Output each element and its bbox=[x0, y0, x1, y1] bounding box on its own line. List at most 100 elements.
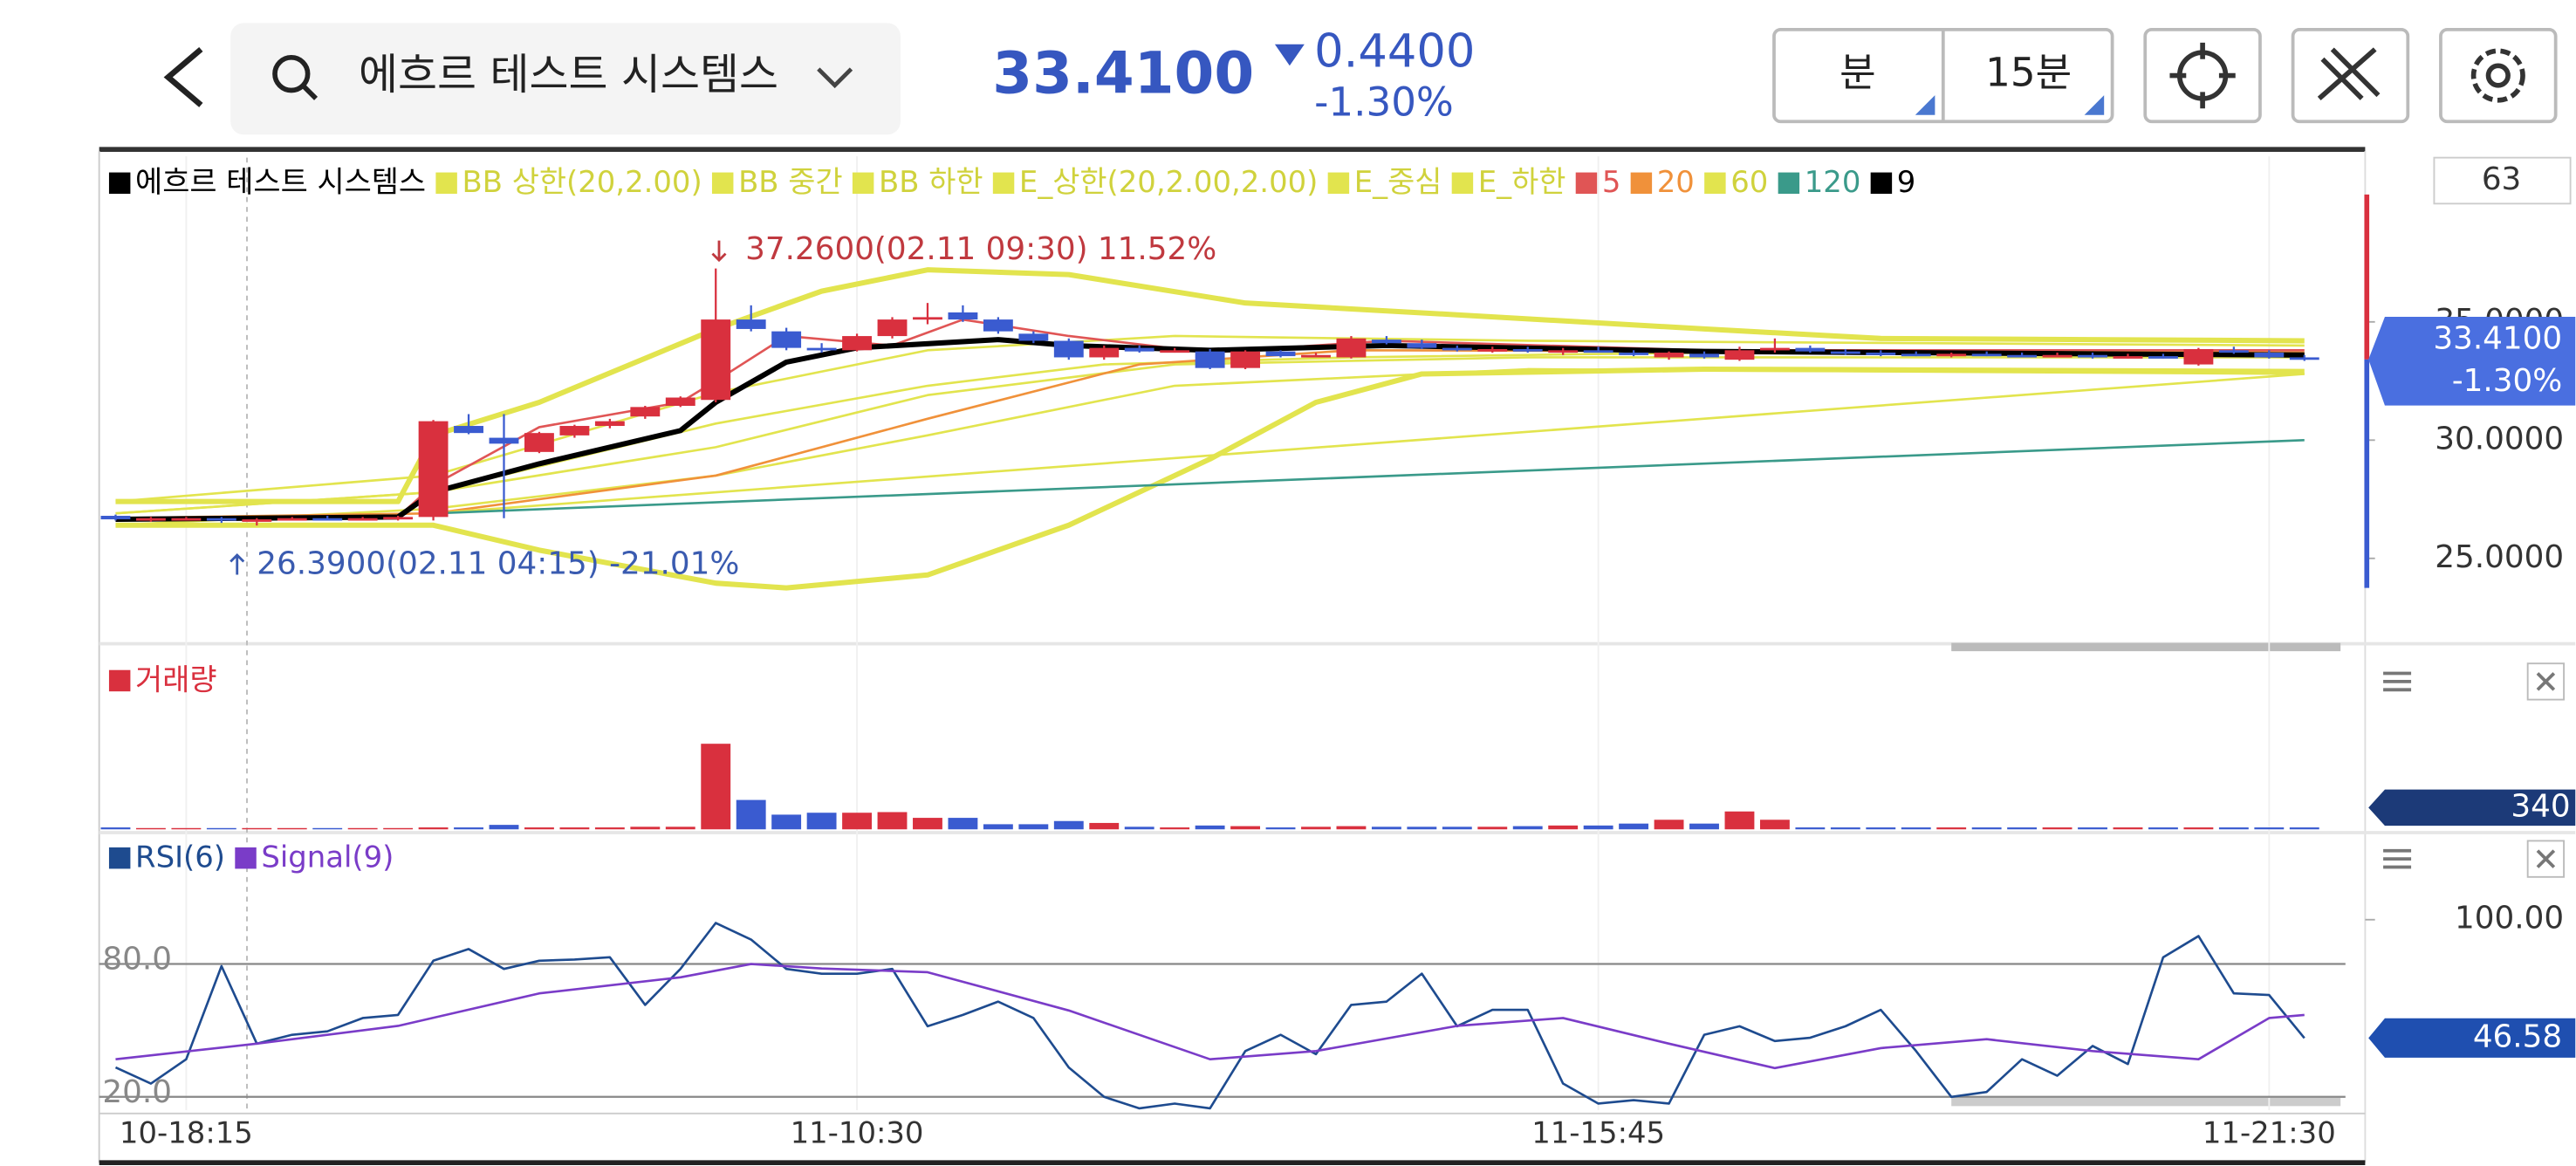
x-tick-label: 11-10:30 bbox=[791, 1116, 924, 1150]
price: 33.4100 bbox=[992, 40, 1254, 107]
legend-swatch bbox=[435, 172, 457, 195]
bar-count-box bbox=[2433, 156, 2572, 205]
candle-body bbox=[1442, 347, 1472, 351]
candle-body bbox=[736, 319, 766, 329]
candle-body bbox=[2042, 354, 2072, 358]
bar-count: 63 bbox=[2482, 161, 2522, 197]
volume-bar bbox=[135, 827, 166, 830]
volume-bar bbox=[2148, 827, 2178, 830]
candle-body bbox=[2007, 354, 2038, 358]
legend-swatch bbox=[1870, 172, 1893, 195]
period-unit[interactable]: 분 bbox=[1840, 50, 1876, 96]
back-button[interactable] bbox=[163, 46, 203, 107]
settings-icon bbox=[2485, 63, 2511, 88]
candle-body bbox=[1936, 353, 1967, 357]
volume-bar bbox=[1160, 827, 1190, 830]
candle-body bbox=[877, 319, 908, 337]
legend-swatch bbox=[108, 172, 131, 195]
corner-mark bbox=[1915, 95, 1935, 115]
volume-bar bbox=[1230, 826, 1261, 830]
volume-bar bbox=[1371, 826, 1401, 830]
volume-bar bbox=[842, 813, 872, 830]
volume-bar bbox=[2113, 827, 2143, 830]
volume-bar bbox=[242, 827, 272, 830]
crosshair-icon bbox=[2169, 42, 2236, 109]
indicator-line bbox=[433, 373, 2305, 515]
volume-bar bbox=[1866, 827, 1896, 830]
volume-bar bbox=[2007, 827, 2038, 830]
volume-bar bbox=[383, 827, 414, 830]
legend-label: BB 하한 bbox=[879, 165, 983, 199]
volume-bar bbox=[1830, 827, 1860, 830]
candle-body bbox=[1901, 353, 1931, 357]
legend-label: 60 bbox=[1730, 165, 1768, 199]
candle-body bbox=[1724, 350, 1755, 360]
volume-bar bbox=[1018, 824, 1049, 830]
candle-body bbox=[1089, 347, 1120, 358]
annotation-arrow bbox=[230, 552, 245, 575]
candle-body bbox=[1195, 351, 1225, 368]
legend-swatch bbox=[1704, 172, 1726, 195]
menu-icon[interactable] bbox=[2383, 671, 2412, 692]
volume-bar bbox=[100, 827, 131, 830]
current-price: 33.4100 bbox=[2433, 320, 2562, 356]
candle-body bbox=[206, 518, 236, 521]
candle-body bbox=[665, 397, 695, 407]
volume-bar bbox=[1124, 826, 1154, 830]
candle-body bbox=[454, 426, 483, 434]
legend-label: BB 중간 bbox=[738, 165, 843, 199]
volume-bar bbox=[1512, 826, 1543, 830]
legend-label: 5 bbox=[1602, 165, 1621, 199]
search-box[interactable] bbox=[230, 23, 901, 135]
volume-bar bbox=[1759, 820, 1790, 830]
volume-bar bbox=[2289, 827, 2319, 830]
volume-bar bbox=[489, 825, 519, 830]
draw-button[interactable] bbox=[2291, 27, 2410, 124]
price-change-pct: -1.30% bbox=[1314, 79, 1454, 125]
period[interactable]: 15분 bbox=[1985, 50, 2072, 96]
volume-bar bbox=[1654, 820, 1684, 830]
volume-bar bbox=[559, 827, 590, 830]
legend-swatch bbox=[108, 669, 131, 692]
x-tick-label: 11-15:45 bbox=[1531, 1116, 1665, 1150]
volume-bar bbox=[1089, 822, 1120, 830]
legend-swatch bbox=[852, 172, 874, 195]
volume-bar bbox=[1477, 826, 1508, 830]
candle-body bbox=[171, 518, 202, 521]
down-triangle bbox=[1274, 44, 1305, 66]
last-value-box bbox=[2368, 1018, 2576, 1058]
menu-icon[interactable] bbox=[2383, 848, 2412, 869]
close-icon bbox=[2536, 849, 2556, 868]
volume-bar bbox=[1407, 826, 1437, 830]
candle-body bbox=[1866, 353, 1896, 355]
x-tick-label: 10-18:15 bbox=[120, 1116, 253, 1150]
candle-body bbox=[1301, 354, 1331, 358]
legend-label: RSI(6) bbox=[135, 840, 225, 874]
x-tick-label: 11-21:30 bbox=[2203, 1116, 2336, 1150]
candle-body bbox=[559, 426, 590, 436]
price-change: 0.4400 bbox=[1314, 25, 1475, 79]
volume-bar bbox=[630, 826, 661, 830]
indicator-line bbox=[433, 438, 2305, 515]
crosshair-button[interactable] bbox=[2143, 27, 2262, 124]
volume-bar bbox=[1619, 823, 1649, 830]
volume-bar bbox=[418, 827, 449, 830]
volume-bar bbox=[1724, 811, 1755, 830]
volume-bar bbox=[1265, 827, 1296, 830]
candle-body bbox=[1160, 350, 1190, 353]
settings-button[interactable] bbox=[2439, 27, 2558, 124]
volume-bar bbox=[594, 827, 625, 830]
stock-name: 에흐르 테스트 시스템스 bbox=[359, 50, 778, 99]
candle-body bbox=[1018, 333, 1049, 341]
volume-bar bbox=[1301, 826, 1331, 830]
candle-body bbox=[489, 437, 519, 444]
candle-body bbox=[806, 347, 837, 351]
legend-swatch bbox=[1327, 172, 1350, 195]
annotation-arrow bbox=[711, 240, 727, 263]
volume-bar bbox=[1583, 825, 1613, 830]
legend-swatch bbox=[108, 847, 131, 869]
volume-bar bbox=[2183, 827, 2214, 830]
legend-swatch bbox=[1451, 172, 1474, 195]
